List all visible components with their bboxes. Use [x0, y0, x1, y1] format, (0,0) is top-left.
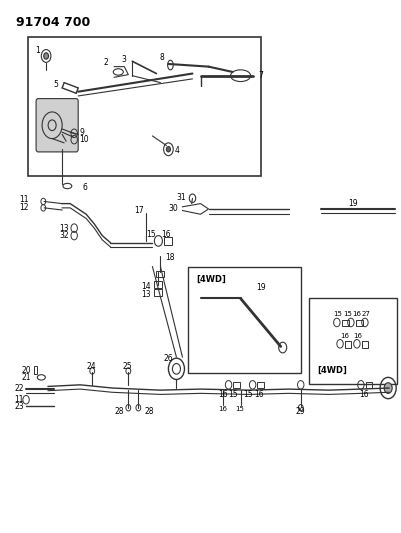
Text: 4: 4: [174, 146, 179, 155]
Text: 10: 10: [79, 135, 89, 144]
Bar: [345, 341, 351, 348]
Bar: [366, 382, 372, 388]
Text: [4WD]: [4WD]: [317, 366, 347, 375]
Text: 15: 15: [333, 311, 342, 318]
Text: 9: 9: [79, 128, 84, 136]
Text: 27: 27: [362, 311, 371, 318]
Text: 25: 25: [123, 362, 132, 371]
Text: 28: 28: [114, 407, 124, 416]
Text: 12: 12: [19, 204, 29, 212]
Text: 23: 23: [14, 402, 24, 410]
Text: 22: 22: [14, 384, 24, 392]
Text: 16: 16: [161, 230, 171, 239]
Text: 15: 15: [229, 390, 238, 399]
Text: 20: 20: [21, 367, 31, 375]
Circle shape: [44, 53, 49, 59]
Text: 15: 15: [343, 311, 352, 318]
Bar: [154, 281, 162, 288]
Text: 5: 5: [53, 80, 58, 88]
Text: 16: 16: [254, 390, 263, 399]
Text: 3: 3: [122, 55, 126, 64]
Text: 19: 19: [256, 284, 265, 292]
Bar: [154, 289, 162, 296]
Text: 15: 15: [243, 390, 253, 399]
Bar: [164, 237, 172, 245]
Circle shape: [384, 383, 392, 393]
Text: 1: 1: [35, 46, 40, 55]
Text: 15: 15: [146, 230, 156, 239]
Bar: [356, 320, 363, 326]
Text: [4WD]: [4WD]: [196, 276, 227, 284]
Text: 24: 24: [87, 362, 96, 371]
FancyBboxPatch shape: [36, 99, 78, 152]
Bar: [362, 341, 368, 348]
Text: 16: 16: [340, 333, 349, 339]
Text: 11: 11: [19, 196, 29, 204]
Text: 21: 21: [21, 373, 31, 382]
Text: 16: 16: [353, 333, 362, 339]
Text: 6: 6: [82, 183, 87, 192]
Text: 16: 16: [219, 390, 228, 399]
Text: 11: 11: [14, 395, 24, 404]
Text: 30: 30: [169, 205, 178, 213]
Text: 19: 19: [348, 199, 358, 208]
Text: 31: 31: [177, 193, 186, 201]
Text: 16: 16: [352, 311, 361, 318]
Bar: [342, 320, 349, 326]
Bar: [233, 382, 240, 388]
Bar: [257, 382, 264, 388]
Bar: [188, 266, 301, 373]
Text: 13: 13: [141, 290, 150, 298]
Text: 17: 17: [134, 206, 144, 215]
Text: 18: 18: [165, 254, 175, 262]
Bar: [34, 366, 37, 374]
Text: 28: 28: [144, 407, 154, 416]
Bar: [28, 37, 261, 176]
Text: 15: 15: [235, 406, 244, 413]
Text: 91704 700: 91704 700: [16, 16, 90, 29]
Text: 16: 16: [218, 406, 227, 413]
Circle shape: [166, 147, 170, 152]
Text: 2: 2: [103, 59, 108, 67]
Text: 14: 14: [141, 282, 150, 291]
Bar: [156, 271, 164, 277]
Text: 16: 16: [359, 390, 369, 399]
Bar: [309, 298, 397, 384]
Text: 26: 26: [164, 354, 173, 362]
Text: 7: 7: [259, 71, 263, 80]
Text: 13: 13: [59, 224, 69, 232]
Text: 8: 8: [160, 53, 164, 62]
Text: 32: 32: [59, 231, 69, 240]
Text: 29: 29: [295, 407, 305, 416]
